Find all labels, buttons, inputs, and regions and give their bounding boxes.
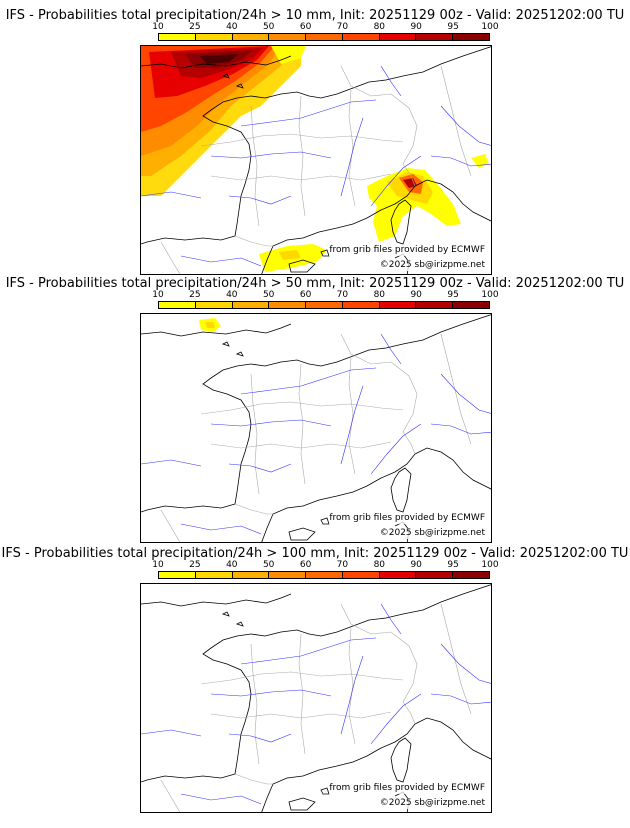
basemap-layer [141,314,491,542]
colorbar-swatch [306,302,343,308]
colorbar [158,571,490,579]
colorbar-swatch [269,302,307,308]
basemap-layer [141,584,491,812]
source-note: from grib files provided by ECMWF [329,783,485,794]
colorbar-swatch [159,302,196,308]
colorbar-swatch [159,34,196,40]
tick-label: 80 [373,22,386,32]
colorbar-swatch [306,572,343,578]
tick-label: 80 [373,560,386,570]
tick-label: 70 [336,290,349,300]
tick-label: 100 [481,560,499,570]
tick-label: 50 [262,22,275,32]
colorbar-swatch [269,572,307,578]
tick-label: 70 [336,560,349,570]
tick-label: 40 [226,560,238,570]
colorbar-swatch [379,572,417,578]
tick-label: 10 [152,22,164,32]
colorbar-ticks: 10 25 40 50 60 70 80 90 95 100 [152,560,498,570]
precip-map [141,584,491,812]
colorbar-swatch [232,34,270,40]
colorbar-swatch [453,572,490,578]
colorbar-swatch [159,572,196,578]
source-note: from grib files provided by ECMWF [329,513,485,524]
precip-shading-balearic [259,244,327,272]
colorbar-swatch [416,34,454,40]
tick-label: 10 [152,560,164,570]
copyright-note: ©2025 sb@irizpme.net [379,798,485,809]
tick-label: 95 [447,290,459,300]
precip-shading-ligurian [367,154,489,242]
tick-label: 90 [410,560,422,570]
copyright-note: ©2025 sb@irizpme.net [379,528,485,539]
precip-shading-northwest [141,46,306,196]
tick-label: 90 [410,290,422,300]
tick-label: 10 [152,290,164,300]
colorbar-swatch [342,572,380,578]
tick-label: 100 [481,22,499,32]
colorbar-ticks: 10 25 40 50 60 70 80 90 95 100 [152,22,498,32]
tick-label: 50 [262,290,275,300]
colorbar-swatch [416,302,454,308]
tick-label: 60 [299,560,312,570]
map-panel-100mm: IFS - Probabilities total precipitation/… [0,546,630,814]
tick-label: 40 [226,290,238,300]
colorbar-swatch [232,302,270,308]
tick-label: 100 [481,290,499,300]
tick-label: 40 [226,22,238,32]
colorbar-swatch [453,34,490,40]
precip-shading-channel [199,318,221,332]
precip-map [141,314,491,542]
tick-label: 50 [262,560,275,570]
colorbar-swatch [453,302,490,308]
panel-title: IFS - Probabilities total precipitation/… [5,276,625,291]
colorbar-swatch [342,302,380,308]
colorbar-swatch [195,302,233,308]
tick-label: 25 [189,290,201,300]
colorbar-swatch [379,302,417,308]
tick-label: 70 [336,22,349,32]
tick-label: 25 [189,560,201,570]
map-panel-10mm: IFS - Probabilities total precipitation/… [0,8,630,276]
map-area: from grib files provided by ECMWF ©2025 … [140,313,492,543]
colorbar-swatch [416,572,454,578]
colorbar-swatch [269,34,307,40]
colorbar-swatch [195,34,233,40]
tick-label: 95 [447,560,459,570]
colorbar [158,301,490,309]
colorbar-swatch [342,34,380,40]
tick-label: 95 [447,22,459,32]
tick-label: 80 [373,290,386,300]
colorbar [158,33,490,41]
tick-label: 60 [299,22,312,32]
colorbar-swatch [232,572,270,578]
colorbar-swatch [306,34,343,40]
map-area: from grib files provided by ECMWF ©2025 … [140,45,492,275]
map-area: from grib files provided by ECMWF ©2025 … [140,583,492,813]
colorbar-swatch [379,34,417,40]
panel-title: IFS - Probabilities total precipitation/… [1,546,629,561]
colorbar-swatch [195,572,233,578]
precip-map [141,46,491,274]
tick-label: 25 [189,22,201,32]
panel-title: IFS - Probabilities total precipitation/… [5,8,625,23]
copyright-note: ©2025 sb@irizpme.net [379,260,485,271]
tick-label: 60 [299,290,312,300]
map-panel-50mm: IFS - Probabilities total precipitation/… [0,276,630,544]
tick-label: 90 [410,22,422,32]
colorbar-ticks: 10 25 40 50 60 70 80 90 95 100 [152,290,498,300]
source-note: from grib files provided by ECMWF [329,245,485,256]
